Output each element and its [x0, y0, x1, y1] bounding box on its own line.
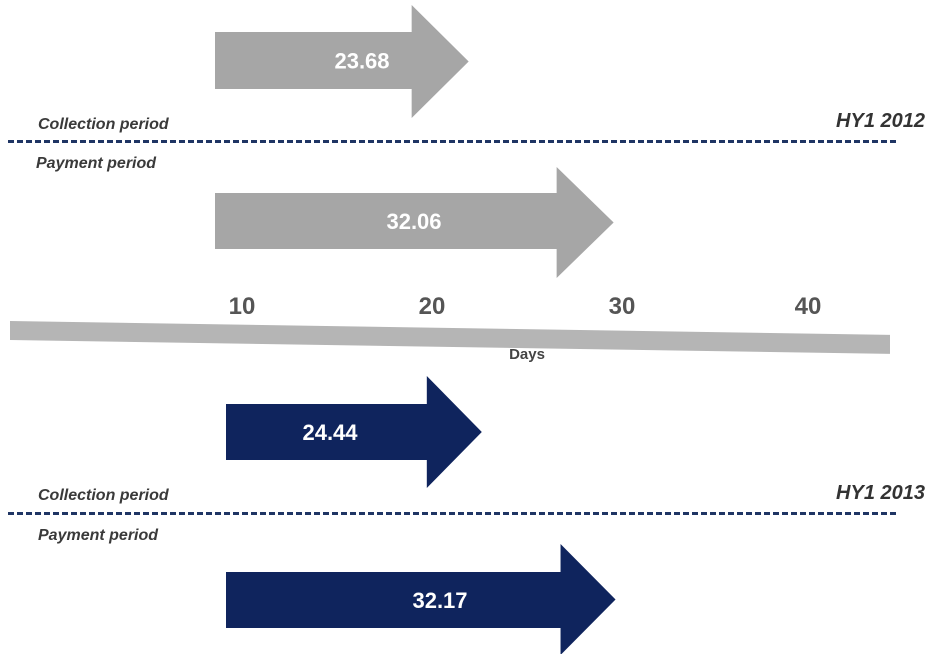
- x-axis-label: Days: [509, 346, 545, 363]
- hy2013-collection-label: Collection period: [38, 487, 169, 504]
- hy2012-collection-arrow: [215, 5, 469, 118]
- hy2012-collection-label: Collection period: [38, 116, 169, 133]
- hy2013-collection-value-label: 24.44: [302, 420, 358, 445]
- x-tick-20: 20: [418, 293, 446, 320]
- x-tick-40: 40: [794, 293, 822, 320]
- hy2013-collection-arrow: [226, 376, 482, 488]
- hy2012-payment-label: Payment period: [36, 155, 157, 172]
- hy2012-payment-arrow: [215, 167, 614, 278]
- x-tick-30: 30: [608, 293, 636, 320]
- hy2012-payment-value-label: 32.06: [386, 209, 441, 234]
- x-tick-10: 10: [228, 293, 256, 320]
- hy2013-divider: [8, 512, 896, 515]
- hy2013-payment-value-label: 32.17: [412, 588, 467, 613]
- hy2013-payment-label: Payment period: [38, 527, 159, 544]
- hy2012-period-title: HY1 2012: [836, 110, 925, 132]
- hy2012-divider: [8, 140, 896, 143]
- hy2013-period-title: HY1 2013: [836, 482, 925, 504]
- hy2012-collection-value-label: 23.68: [334, 49, 389, 74]
- hy2013-payment-arrow: [226, 544, 616, 654]
